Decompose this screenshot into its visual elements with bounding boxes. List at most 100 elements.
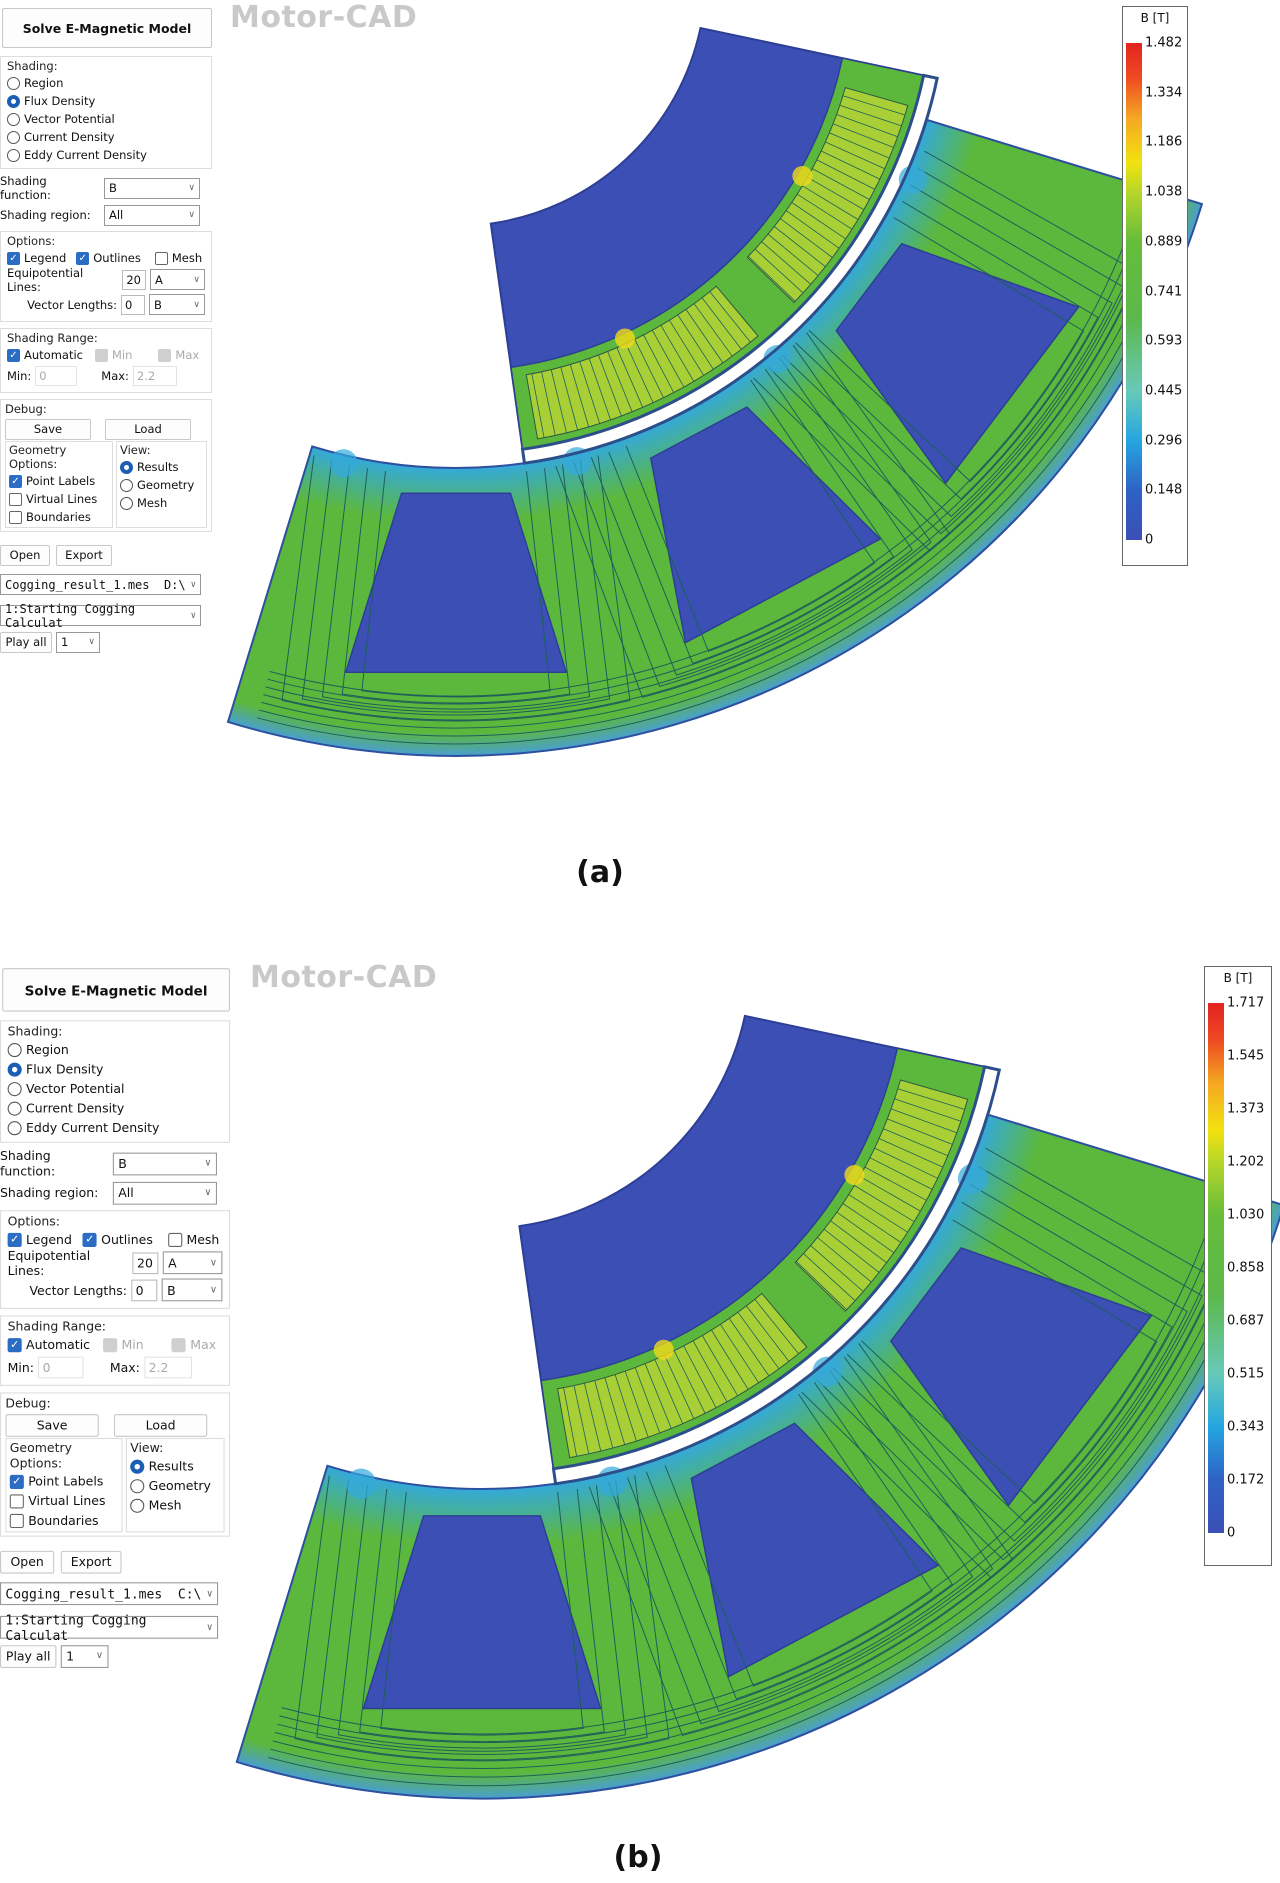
shading-option[interactable]: Flux Density [7, 1059, 223, 1079]
min-checkbox[interactable] [103, 1337, 118, 1352]
flux-line [821, 150, 881, 180]
flux-line [685, 309, 724, 364]
radio-button[interactable] [7, 94, 20, 108]
radio-button[interactable] [7, 1120, 22, 1135]
boundaries-checkbox[interactable] [9, 1513, 24, 1528]
play-all-button[interactable]: Play all [0, 1644, 57, 1668]
radio-button[interactable] [120, 496, 133, 510]
flux-line [711, 1329, 749, 1390]
calculation-step-select[interactable]: 1:Starting Cogging Calculat ∨ [0, 1612, 219, 1642]
view-option[interactable]: Geometry [130, 1476, 220, 1496]
radio-button[interactable] [7, 148, 20, 162]
shading-option[interactable]: Vector Potential [7, 110, 205, 128]
permanent-magnet [794, 1079, 969, 1312]
chevron-down-icon: ∨ [193, 299, 200, 310]
flux-line [579, 361, 601, 424]
shading-function-select[interactable]: B ∨ [104, 177, 200, 199]
shading-option[interactable]: Current Density [7, 128, 205, 146]
shading-option[interactable]: Current Density [7, 1098, 223, 1118]
solve-e-magnetic-model-button[interactable]: Solve E-Magnetic Model [2, 968, 231, 1012]
view-option[interactable]: Mesh [120, 494, 203, 512]
view-option[interactable]: Mesh [130, 1495, 220, 1515]
radio-button[interactable] [7, 1062, 22, 1077]
high-flux-region [653, 1339, 674, 1360]
shading-option-label: Region [24, 76, 64, 90]
mesh-checkbox[interactable] [168, 1232, 183, 1247]
result-file-select[interactable]: Cogging_result_1.mes D:\ ∨ [0, 574, 201, 595]
equipotential-lines-input[interactable]: 20 [132, 1251, 159, 1274]
min-checkbox[interactable] [94, 348, 108, 362]
shading-function-select[interactable]: B ∨ [112, 1152, 217, 1175]
shading-region-select[interactable]: All ∨ [104, 204, 200, 226]
load-button[interactable]: Load [105, 418, 191, 440]
flux-line [660, 325, 695, 382]
shading-option[interactable]: Flux Density [7, 92, 205, 110]
max-checkbox[interactable] [158, 348, 172, 362]
export-button[interactable]: Export [60, 1550, 122, 1574]
equipotential-select[interactable]: A ∨ [149, 269, 205, 290]
play-step-select[interactable]: 1 ∨ [56, 631, 100, 653]
radio-button[interactable] [130, 1498, 145, 1513]
view-option[interactable]: Geometry [120, 476, 203, 494]
outlines-checkbox[interactable]: ✓ [76, 251, 90, 265]
shading-option[interactable]: Eddy Current Density [7, 1118, 223, 1138]
radio-button[interactable] [7, 76, 20, 90]
flux-line [746, 1305, 790, 1362]
play-all-button[interactable]: Play all [0, 631, 52, 653]
result-file-select[interactable]: Cogging_result_1.mes C:\ ∨ [0, 1582, 219, 1606]
save-button[interactable]: Save [5, 1413, 99, 1437]
vector-select[interactable]: B ∨ [149, 294, 205, 315]
automatic-checkbox[interactable]: ✓ [7, 1337, 22, 1352]
max-checkbox[interactable] [171, 1337, 186, 1352]
radio-button[interactable] [7, 1101, 22, 1116]
radio-button[interactable] [7, 1081, 22, 1096]
view-option[interactable]: Results [120, 458, 203, 476]
equipotential-lines-input[interactable]: 20 [122, 269, 146, 290]
vector-select[interactable]: B ∨ [161, 1278, 223, 1302]
shading-region-select[interactable]: All ∨ [112, 1181, 217, 1205]
radio-button[interactable] [120, 478, 133, 492]
min-input[interactable]: 0 [38, 1356, 84, 1379]
save-button[interactable]: Save [5, 418, 91, 440]
shading-option[interactable]: Eddy Current Density [7, 146, 205, 164]
mesh-checkbox[interactable] [154, 251, 168, 265]
chevron-down-icon: ∨ [95, 1650, 104, 1662]
solve-e-magnetic-model-button[interactable]: Solve E-Magnetic Model [2, 8, 212, 48]
vector-lengths-input[interactable]: 0 [121, 294, 145, 315]
max-input[interactable]: 2.2 [132, 366, 177, 386]
legend-checkbox[interactable]: ✓ [7, 251, 20, 265]
automatic-checkbox[interactable]: ✓ [7, 348, 20, 362]
low-flux-region [763, 345, 792, 373]
radio-button[interactable] [7, 130, 20, 144]
vector-lengths-input[interactable]: 0 [131, 1279, 158, 1301]
chevron-down-icon: ∨ [206, 1621, 213, 1633]
outlines-checkbox[interactable]: ✓ [82, 1232, 97, 1247]
boundaries-checkbox[interactable] [9, 510, 22, 524]
shading-option[interactable]: Region [7, 74, 205, 92]
load-button[interactable]: Load [113, 1413, 208, 1437]
radio-button[interactable] [120, 460, 133, 474]
virtual-lines-checkbox[interactable] [9, 1493, 24, 1508]
view-option[interactable]: Results [130, 1456, 220, 1476]
shading-title: Shading: [7, 1023, 63, 1039]
point-labels-checkbox[interactable]: ✓ [9, 1474, 24, 1489]
radio-button[interactable] [7, 112, 20, 126]
shading-option[interactable]: Region [7, 1040, 223, 1060]
legend-checkbox[interactable]: ✓ [7, 1232, 22, 1247]
point-labels-checkbox[interactable]: ✓ [9, 474, 22, 488]
radio-button[interactable] [7, 1042, 22, 1057]
radio-button[interactable] [130, 1478, 145, 1493]
radio-button[interactable] [130, 1459, 145, 1474]
equipotential-select[interactable]: A ∨ [162, 1251, 223, 1275]
max-input[interactable]: 2.2 [144, 1356, 192, 1379]
play-step-select[interactable]: 1 ∨ [60, 1644, 109, 1668]
min-input[interactable]: 0 [35, 366, 78, 386]
flux-line [625, 343, 654, 403]
export-button[interactable]: Export [56, 544, 112, 566]
virtual-lines-checkbox[interactable] [9, 492, 22, 506]
open-button[interactable]: Open [0, 544, 50, 566]
view-option-label: Mesh [137, 496, 168, 510]
calculation-step-select[interactable]: 1:Starting Cogging Calculat ∨ [0, 602, 201, 630]
open-button[interactable]: Open [0, 1550, 55, 1574]
shading-option[interactable]: Vector Potential [7, 1079, 223, 1099]
